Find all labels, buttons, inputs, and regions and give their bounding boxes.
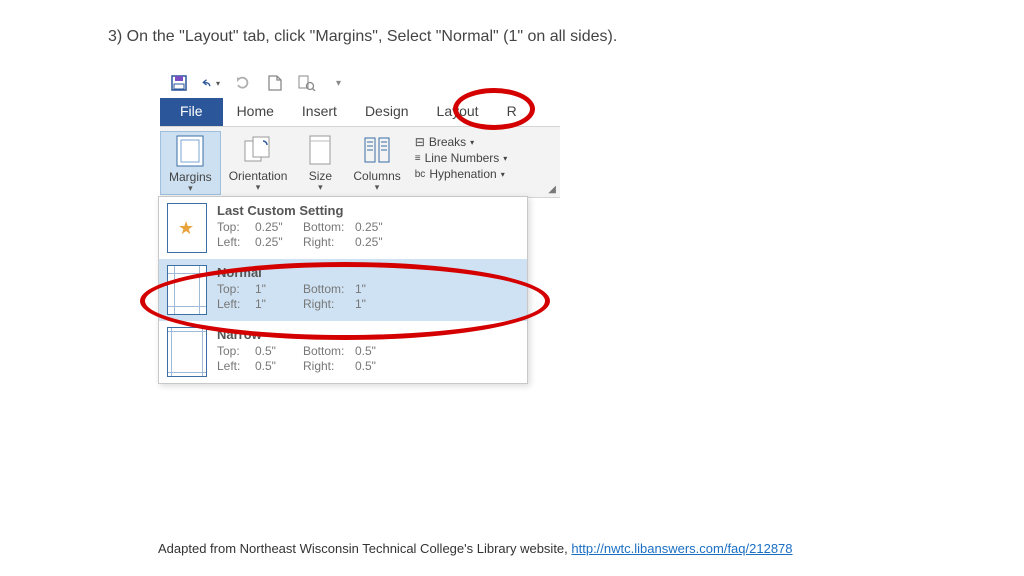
print-preview-icon[interactable] — [298, 74, 316, 92]
attribution-prefix: Adapted from Northeast Wisconsin Technic… — [158, 541, 571, 556]
tab-home[interactable]: Home — [223, 98, 288, 126]
save-icon[interactable] — [170, 74, 188, 92]
size-icon — [303, 133, 337, 167]
margin-details: Last Custom Setting Top: 0.25" Bottom: 0… — [217, 203, 519, 249]
word-window: ▾ ▾ File Home Insert Design Layout R Mar… — [160, 68, 560, 198]
margin-thumb-icon: ★ — [167, 203, 207, 253]
bottom-value: 0.25" — [355, 220, 395, 234]
attribution-text: Adapted from Northeast Wisconsin Technic… — [158, 541, 793, 556]
qat-customize-icon[interactable]: ▾ — [336, 78, 341, 89]
attribution-link[interactable]: http://nwtc.libanswers.com/faq/212878 — [571, 541, 792, 556]
left-label: Left: — [217, 359, 255, 373]
right-label: Right: — [303, 235, 355, 249]
orientation-label: Orientation — [229, 169, 288, 183]
margin-thumb-icon — [167, 265, 207, 315]
bottom-label: Bottom: — [303, 344, 355, 358]
top-value: 0.5" — [255, 344, 303, 358]
chevron-down-icon: ▾ — [188, 184, 193, 192]
left-value: 0.5" — [255, 359, 303, 373]
instruction-text: 3) On the "Layout" tab, click "Margins",… — [108, 28, 617, 46]
page-setup-small-commands: ⊟ Breaks ▾ ≡ Line Numbers ▾ bc Hyphenati… — [409, 131, 514, 185]
tab-file[interactable]: File — [160, 98, 223, 126]
margin-details: Narrow Top: 0.5" Bottom: 0.5" Left: 0.5"… — [217, 327, 519, 373]
dialog-launcher-icon[interactable]: ◢ — [548, 184, 556, 195]
orientation-button[interactable]: Orientation ▾ — [221, 131, 296, 193]
right-value: 1" — [355, 297, 395, 311]
margin-option-normal[interactable]: Normal Top: 1" Bottom: 1" Left: 1" Right… — [159, 259, 527, 321]
margin-details: Normal Top: 1" Bottom: 1" Left: 1" Right… — [217, 265, 519, 311]
right-value: 0.5" — [355, 359, 395, 373]
ribbon-layout: Margins ▾ Orientation ▾ Size ▾ — [160, 126, 560, 198]
margin-option-narrow[interactable]: Narrow Top: 0.5" Bottom: 0.5" Left: 0.5"… — [159, 321, 527, 383]
margins-icon — [173, 134, 207, 168]
right-value: 0.25" — [355, 235, 395, 249]
page-setup-group: Margins ▾ Orientation ▾ Size ▾ — [160, 131, 513, 195]
top-label: Top: — [217, 220, 255, 234]
margin-option-title: Normal — [217, 265, 519, 280]
columns-button[interactable]: Columns ▾ — [345, 131, 408, 193]
margin-option-last-custom[interactable]: ★ Last Custom Setting Top: 0.25" Bottom:… — [159, 197, 527, 259]
chevron-down-icon: ▾ — [375, 183, 380, 191]
margins-dropdown: ★ Last Custom Setting Top: 0.25" Bottom:… — [158, 196, 528, 384]
hyphenation-button[interactable]: bc Hyphenation ▾ — [415, 167, 508, 181]
size-label: Size — [309, 169, 332, 183]
right-label: Right: — [303, 359, 355, 373]
chevron-down-icon: ▾ — [256, 183, 261, 191]
size-button[interactable]: Size ▾ — [295, 131, 345, 193]
chevron-down-icon: ▾ — [470, 138, 474, 147]
left-label: Left: — [217, 297, 255, 311]
hyphenation-label: Hyphenation — [429, 167, 496, 181]
chevron-down-icon: ▾ — [501, 170, 505, 179]
top-label: Top: — [217, 282, 255, 296]
line-numbers-icon: ≡ — [415, 153, 421, 164]
top-value: 1" — [255, 282, 303, 296]
top-label: Top: — [217, 344, 255, 358]
chevron-down-icon: ▾ — [503, 154, 507, 163]
quick-access-toolbar: ▾ ▾ — [160, 68, 560, 98]
chevron-down-icon: ▾ — [318, 183, 323, 191]
line-numbers-button[interactable]: ≡ Line Numbers ▾ — [415, 151, 508, 165]
new-doc-icon[interactable] — [266, 74, 284, 92]
bottom-value: 1" — [355, 282, 395, 296]
tab-r[interactable]: R — [493, 98, 521, 126]
orientation-icon — [241, 133, 275, 167]
margin-option-title: Last Custom Setting — [217, 203, 519, 218]
top-value: 0.25" — [255, 220, 303, 234]
left-value: 0.25" — [255, 235, 303, 249]
breaks-icon: ⊟ — [415, 135, 425, 149]
ribbon-tabs: File Home Insert Design Layout R — [160, 98, 560, 126]
columns-icon — [360, 133, 394, 167]
tab-design[interactable]: Design — [351, 98, 423, 126]
columns-label: Columns — [353, 169, 400, 183]
hyphenation-icon: bc — [415, 169, 426, 180]
tab-insert[interactable]: Insert — [288, 98, 351, 126]
breaks-label: Breaks — [429, 135, 466, 149]
left-label: Left: — [217, 235, 255, 249]
undo-icon[interactable]: ▾ — [202, 74, 220, 92]
line-numbers-label: Line Numbers — [425, 151, 500, 165]
bottom-label: Bottom: — [303, 220, 355, 234]
margin-thumb-icon — [167, 327, 207, 377]
right-label: Right: — [303, 297, 355, 311]
tab-layout[interactable]: Layout — [423, 98, 493, 126]
redo-icon[interactable] — [234, 74, 252, 92]
margin-option-title: Narrow — [217, 327, 519, 342]
left-value: 1" — [255, 297, 303, 311]
margins-label: Margins — [169, 170, 212, 184]
bottom-value: 0.5" — [355, 344, 395, 358]
bottom-label: Bottom: — [303, 282, 355, 296]
breaks-button[interactable]: ⊟ Breaks ▾ — [415, 135, 508, 149]
star-icon: ★ — [178, 218, 194, 239]
margins-button[interactable]: Margins ▾ — [160, 131, 221, 195]
